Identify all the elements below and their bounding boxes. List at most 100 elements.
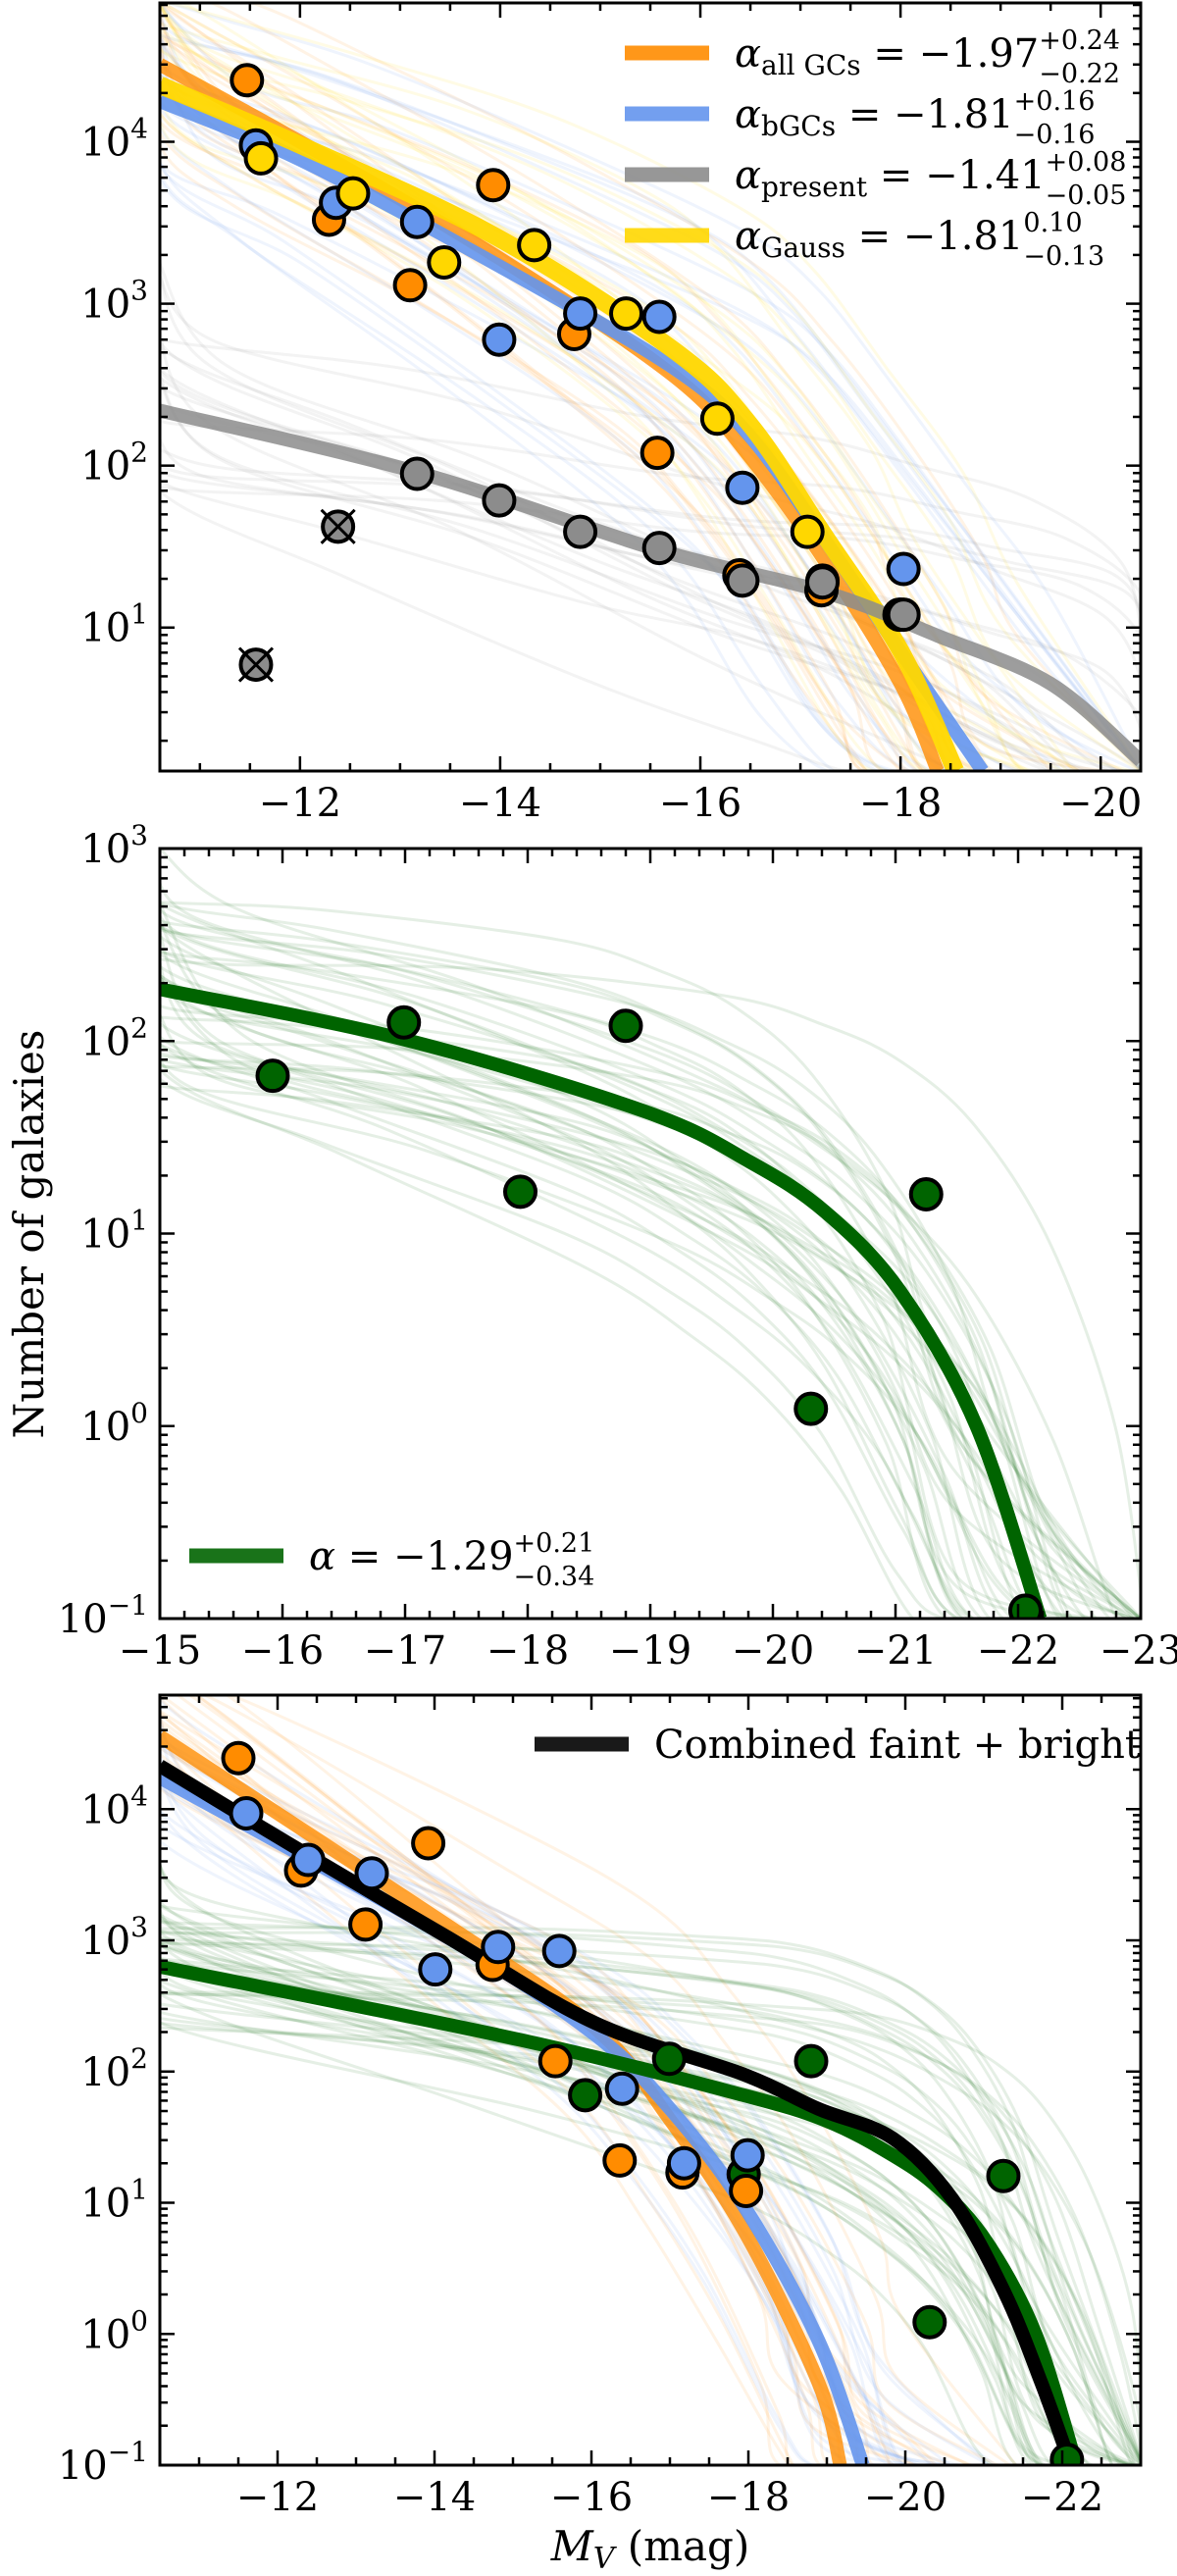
sample-curve-gauss [164, 3, 1141, 771]
data-point-bgcs [290, 1842, 326, 1878]
sample-curve-bright [160, 975, 1128, 1619]
sample-curve-bright [160, 973, 1046, 1619]
sample-curve-bright [160, 1913, 1034, 2465]
x-tick-label: −16 [659, 781, 742, 826]
legend-label: αbGCs = −1.81+0.16 −0.16 [735, 86, 1095, 150]
sample-curve-all_gcs [160, 3, 1119, 771]
legend-lower-error: −0.34 [514, 1562, 595, 1592]
x-tick-label: −16 [241, 1628, 324, 1674]
sample-curve-gauss [160, 21, 1075, 771]
data-point-gauss [427, 244, 462, 280]
x-tick-label: −23 [1100, 1628, 1177, 1674]
sample-curve-bgcs [160, 1702, 908, 2465]
x-tick-label: −20 [864, 2475, 947, 2520]
sample-curve-bright [160, 1929, 1139, 2465]
data-point-bgcs [229, 1795, 264, 1830]
x-axis-label-subscript: V [593, 2542, 618, 2576]
legend-symbol: α [735, 153, 761, 198]
legend-item-present: αpresent = −1.41+0.08 −0.05 [625, 147, 1126, 211]
data-point-bgcs [418, 1952, 453, 1987]
sample-curve-bgcs [160, 170, 837, 771]
legend-item-bright: α = −1.29+0.21 −0.34 [189, 1528, 594, 1592]
y-tick-label: 104 [80, 1779, 148, 1832]
y-tick-label: 101 [80, 1205, 148, 1258]
sample-curve-bright [160, 1936, 1141, 2465]
sample-curve-bright [160, 928, 1141, 1619]
data-point-bright [651, 2041, 687, 2077]
data-point-bgcs [541, 1933, 577, 1969]
sample-curve-bgcs [160, 123, 901, 771]
x-tick-label: −19 [609, 1628, 691, 1674]
sample-curve-bright [160, 1040, 1141, 1619]
y-tick-base: 10 [58, 2444, 108, 2489]
data-point-bright [986, 2158, 1021, 2193]
sample-curve-present [160, 368, 1133, 771]
sample-curve-bgcs [160, 105, 937, 771]
data-point-all_gcs [392, 268, 428, 303]
y-tick-label: 10−1 [58, 1589, 148, 1642]
y-tick-base: 10 [80, 1212, 130, 1258]
legend-item-combined: Combined faint + bright [535, 1723, 1141, 1768]
sample-curve-all_gcs [160, 1696, 795, 2465]
sample-curve-bright [160, 934, 967, 1619]
sample-curve-present [160, 299, 968, 771]
sample-curve-gauss [160, 116, 937, 771]
sample-curve-bright [160, 2026, 1130, 2465]
data-point-bright [1049, 2442, 1085, 2465]
y-tick-base: 10 [80, 121, 130, 166]
sample-curve-bright [160, 1904, 1048, 2465]
legend-lower-error: −0.05 [1046, 180, 1127, 211]
axes-frame [158, 1693, 1143, 2467]
sample-curve-bright [160, 1920, 1141, 2465]
sample-curve-bright [160, 1992, 998, 2465]
y-tick-exponent: −1 [108, 2436, 148, 2468]
x-tick-label: −20 [732, 1628, 814, 1674]
curve-gauss [160, 77, 964, 771]
sample-curve-present [160, 367, 1065, 771]
legend: α = −1.29+0.21 −0.34 [189, 1528, 594, 1592]
y-tick-label: 102 [80, 2042, 148, 2095]
sample-curve-bright [160, 957, 1141, 1605]
plot-area [160, 849, 1141, 1619]
y-tick-exponent: 2 [130, 437, 148, 469]
sample-curve-all_gcs [186, 1695, 877, 2465]
sample-curve-bright [160, 1929, 1141, 2464]
sample-curve-bright [160, 981, 949, 1619]
panel-3: −12 −14 −16 −18 −20 −2210−1100101102103104Com… [58, 1693, 1143, 2520]
sample-curve-bright [160, 1941, 1141, 2464]
x-tick-label: −14 [393, 2475, 476, 2520]
sample-curve-bright [160, 1084, 1114, 1619]
data-points [221, 1740, 1085, 2465]
sample-curve-bright [160, 876, 1075, 1619]
data-point-bgcs [725, 470, 760, 505]
legend-label: αpresent = −1.41+0.08 −0.05 [735, 147, 1126, 211]
data-point-bright [503, 1174, 537, 1210]
y-axis-label: Number of galaxies [5, 1030, 53, 1439]
sample-curve-all_gcs [160, 110, 887, 771]
sample-curve-bright [160, 1034, 962, 1619]
sample-curve-bright [160, 849, 1118, 1619]
sample-curve-bright [160, 1917, 1042, 2465]
sample-curve-bright [160, 901, 1141, 1619]
legend-item-all_gcs: αall GCs = −1.97+0.24 −0.22 [625, 26, 1120, 89]
sample-curve-bgcs [160, 1807, 870, 2465]
data-point-all_gcs [476, 168, 511, 203]
x-tick-label: −15 [119, 1628, 201, 1674]
excluded-cross-icon [237, 646, 275, 683]
sample-curve-bright [160, 955, 1088, 1619]
x-tick-label: −16 [550, 2475, 633, 2520]
data-point-bright [1008, 1593, 1043, 1619]
data-point-bgcs [563, 296, 598, 332]
data-point-bright [793, 1391, 829, 1426]
sample-curve-all_gcs [227, 1695, 1018, 2465]
y-tick-exponent: 1 [130, 1205, 148, 1237]
legend-item-bgcs: αbGCs = −1.81+0.16 −0.16 [625, 86, 1095, 150]
data-point-bgcs [482, 322, 517, 357]
sample-curve-bgcs [160, 1783, 816, 2465]
sample-curve-bgcs [160, 158, 831, 771]
sample-curve-bright [160, 925, 1141, 1619]
data-point-gauss [609, 296, 644, 332]
data-point-gauss [699, 401, 735, 437]
data-point-bright [608, 1008, 643, 1044]
sample-curve-present [160, 338, 1053, 771]
